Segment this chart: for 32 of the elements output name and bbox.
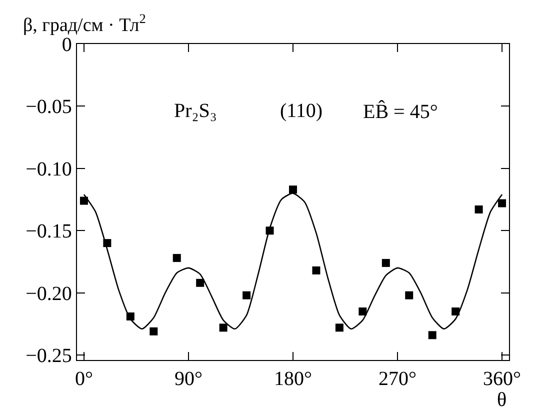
point [312,266,320,274]
point [150,327,158,336]
y-tick-label: −0.25 [26,345,72,368]
y-axis-title: β, град/см · Тл$^{2}$ [23,11,146,36]
point [428,331,436,340]
x-tick-label: 270° [378,368,417,390]
x-tick-label: 360° [483,368,522,390]
x-tick-label: 0° [74,368,93,390]
x-axis-title: θ [497,389,507,411]
point [474,205,483,214]
point [405,291,414,300]
annotation: EB̂ = 45° [363,100,438,123]
x-tick-label: 90° [174,368,202,390]
point [242,291,251,300]
point [196,278,204,287]
point [172,254,181,262]
annotation: (110) [280,100,323,122]
point [335,324,344,332]
point [289,186,297,194]
point [452,307,460,316]
point [498,199,506,208]
y-tick-label: −0.05 [26,96,72,118]
y-tick-label: 0 [62,34,72,56]
point [382,258,390,267]
y-tick-label: −0.10 [26,158,72,180]
point [219,324,228,332]
point [358,307,367,316]
y-tick-label: −0.20 [26,282,72,305]
x-tick-label: 180° [274,368,312,390]
y-tick-label: −0.15 [26,220,72,243]
point [80,196,88,205]
annotation: Pr₂S₃ [174,100,217,122]
